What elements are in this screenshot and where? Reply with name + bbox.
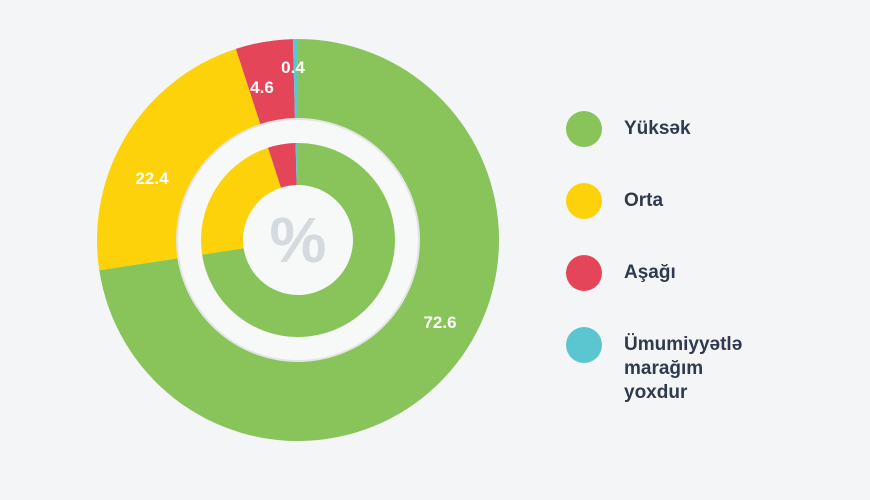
legend-swatch <box>566 111 602 147</box>
legend-label: Orta <box>624 190 664 211</box>
outer-slice-3 <box>292 39 298 119</box>
percent-symbol: % <box>270 204 327 276</box>
data-label-1: 22.4 <box>135 169 169 188</box>
outer-slice-0 <box>99 39 500 441</box>
legend-swatch <box>566 255 602 291</box>
data-label-3: 0.4 <box>281 58 305 77</box>
legend-label: Aşağı <box>624 262 676 283</box>
data-label-0: 72.6 <box>423 313 456 332</box>
outer-slice-1 <box>97 48 261 271</box>
inner-slice-0 <box>202 143 395 337</box>
data-label-2: 4.6 <box>250 78 274 97</box>
outer-slice-2 <box>235 39 295 124</box>
legend-swatch <box>566 183 602 219</box>
legend-label: Ümumiyyətlə marağım yoxdur <box>624 334 743 403</box>
inner-slice-2 <box>268 143 297 188</box>
inner-slice-3 <box>295 143 298 186</box>
legend-swatch <box>566 327 602 363</box>
legend-label: Yüksək <box>624 118 691 139</box>
inner-slice-1 <box>201 147 282 255</box>
